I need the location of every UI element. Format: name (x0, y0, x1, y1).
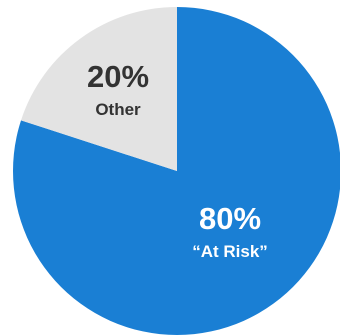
pie-slices (13, 7, 340, 335)
slice-value-label-other: 20% (87, 59, 149, 94)
pie-slice-at-risk (13, 7, 340, 335)
slice-label-other: Other (95, 100, 141, 119)
pie-labels: 80% “At Risk” 20% Other (87, 59, 268, 261)
slice-value-label-at-risk: 80% (199, 201, 261, 236)
pie-slice-other (21, 7, 178, 171)
slice-label-at-risk: “At Risk” (192, 242, 268, 261)
